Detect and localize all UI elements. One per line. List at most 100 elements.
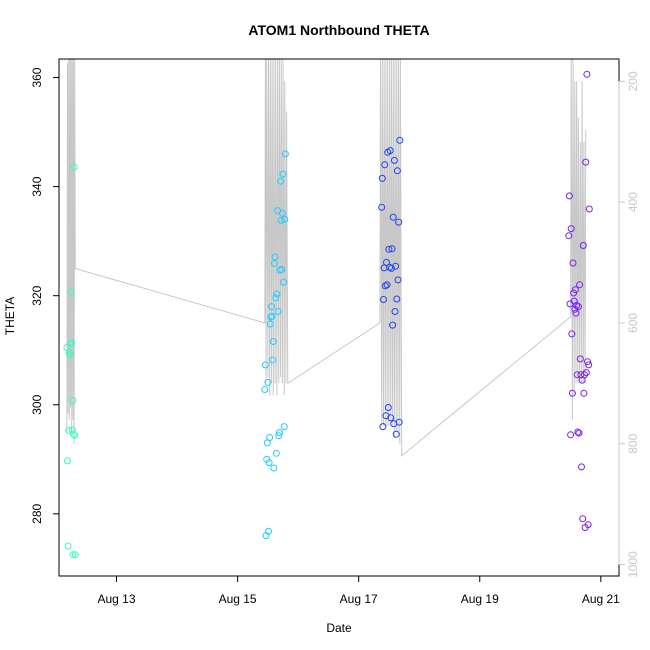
y-tick-label: 320 bbox=[30, 285, 44, 305]
data-point bbox=[272, 294, 280, 302]
x-axis: Aug 13 Aug 15 Aug 17 Aug 19 Aug 21 bbox=[97, 575, 620, 606]
data-point bbox=[575, 429, 583, 437]
y-axis: 280 300 320 340 360 bbox=[30, 67, 60, 524]
data-point bbox=[569, 259, 577, 267]
data-point bbox=[387, 264, 395, 272]
data-point bbox=[278, 266, 286, 273]
data-point bbox=[573, 302, 581, 309]
data-point bbox=[385, 245, 393, 253]
data-point bbox=[581, 371, 588, 379]
data-point bbox=[389, 213, 397, 221]
y2-tick-label: 200 bbox=[626, 71, 640, 91]
data-point bbox=[396, 136, 404, 144]
series-1 bbox=[63, 163, 79, 559]
data-point bbox=[584, 521, 592, 529]
data-point bbox=[580, 389, 588, 397]
data-point bbox=[390, 156, 398, 164]
data-point bbox=[275, 432, 283, 440]
data-point bbox=[261, 361, 269, 369]
series-3 bbox=[378, 136, 404, 438]
x-tick-label: Aug 13 bbox=[97, 592, 135, 606]
data-point bbox=[582, 369, 590, 377]
y-tick-label: 280 bbox=[30, 503, 44, 523]
data-point bbox=[379, 423, 387, 431]
data-point bbox=[68, 339, 76, 347]
data-point bbox=[66, 351, 74, 359]
data-point bbox=[567, 431, 575, 439]
data-point bbox=[380, 296, 387, 303]
x-axis-label: Date bbox=[326, 621, 352, 635]
data-point bbox=[274, 308, 282, 315]
data-point bbox=[383, 281, 391, 289]
data-point bbox=[571, 286, 579, 294]
data-point bbox=[570, 289, 578, 297]
y-axis-label: THETA bbox=[3, 297, 17, 335]
data-point bbox=[265, 527, 272, 535]
secondary-trace-line bbox=[66, 59, 587, 457]
data-point bbox=[393, 295, 401, 303]
y2-tick-label: 600 bbox=[626, 313, 640, 333]
data-point bbox=[269, 356, 277, 364]
data-point bbox=[70, 430, 77, 438]
data-point bbox=[387, 414, 395, 422]
data-point bbox=[574, 303, 582, 311]
x-tick-label: Aug 21 bbox=[582, 592, 620, 606]
data-point bbox=[584, 358, 591, 366]
data-point bbox=[384, 404, 392, 411]
data-point bbox=[261, 386, 269, 393]
data-point bbox=[266, 434, 274, 441]
data-point bbox=[565, 192, 573, 200]
data-point bbox=[280, 278, 288, 286]
data-point bbox=[273, 290, 281, 298]
data-point bbox=[268, 303, 275, 311]
data-point bbox=[277, 216, 285, 224]
data-point bbox=[378, 174, 386, 182]
data-point bbox=[265, 459, 273, 467]
data-point bbox=[266, 320, 274, 328]
data-point bbox=[64, 457, 71, 465]
data-point bbox=[572, 309, 580, 317]
data-point bbox=[393, 167, 401, 175]
data-point bbox=[279, 170, 287, 178]
data-point bbox=[568, 389, 576, 397]
data-point bbox=[64, 542, 72, 550]
data-point bbox=[383, 258, 390, 266]
data-point bbox=[567, 225, 575, 233]
data-point bbox=[579, 242, 587, 249]
data-point bbox=[271, 253, 279, 261]
data-point bbox=[568, 330, 576, 338]
data-point bbox=[395, 218, 403, 226]
y-tick-label: 300 bbox=[30, 394, 44, 414]
data-point bbox=[392, 262, 400, 270]
data-point bbox=[388, 245, 396, 253]
data-point bbox=[585, 361, 593, 369]
data-points bbox=[63, 70, 593, 559]
data-point bbox=[67, 288, 75, 296]
data-point bbox=[583, 70, 591, 78]
data-point bbox=[71, 551, 79, 559]
data-point bbox=[268, 312, 276, 320]
data-point bbox=[69, 551, 77, 559]
data-point bbox=[69, 396, 77, 404]
data-point bbox=[270, 464, 278, 472]
data-point bbox=[272, 449, 280, 457]
secondary-trace bbox=[66, 59, 587, 457]
y2-tick-label: 800 bbox=[626, 433, 640, 453]
data-point bbox=[271, 260, 278, 267]
data-point bbox=[576, 281, 584, 289]
x-tick-label: Aug 19 bbox=[461, 592, 499, 606]
data-point bbox=[582, 158, 590, 166]
data-point bbox=[281, 215, 289, 223]
data-point bbox=[395, 418, 403, 426]
data-point bbox=[394, 276, 402, 284]
y-tick-label: 360 bbox=[30, 67, 44, 87]
data-point bbox=[392, 430, 400, 438]
data-point bbox=[565, 232, 573, 240]
x-tick-label: Aug 17 bbox=[340, 592, 378, 606]
data-point bbox=[389, 321, 397, 329]
data-point bbox=[381, 282, 389, 290]
data-point bbox=[576, 355, 584, 363]
secondary-y-axis: 200 400 600 800 1000 bbox=[618, 71, 640, 578]
series-2 bbox=[261, 150, 289, 540]
